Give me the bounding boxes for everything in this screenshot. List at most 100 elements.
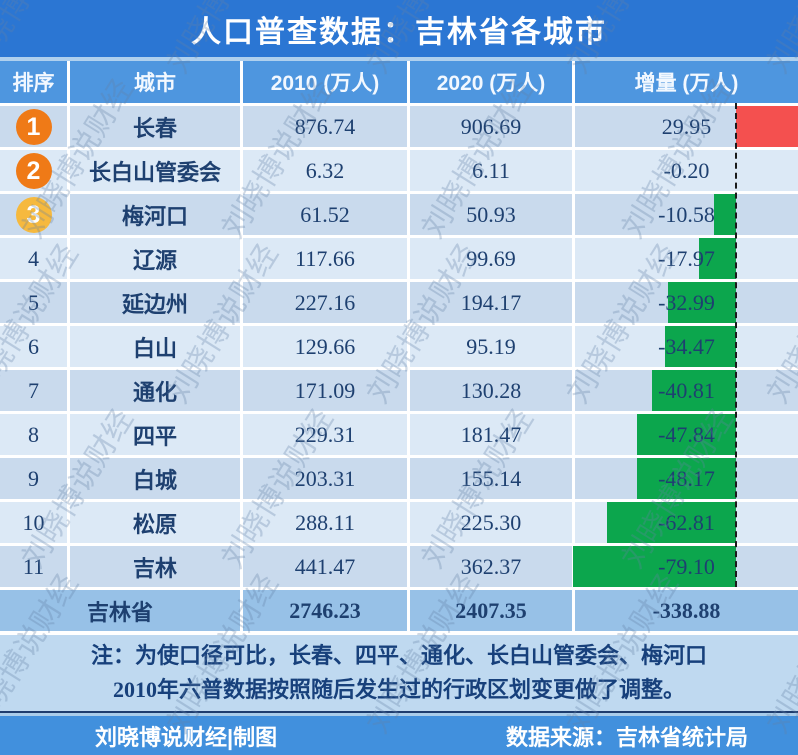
title-separator [0,57,798,61]
delta-cell: -32.99 [575,282,798,323]
rank-cell: 3 [0,194,70,235]
delta-bar [573,546,736,587]
delta-value: -10.58 [658,201,715,227]
rank-cell: 1 [0,106,70,147]
delta-cell: -47.84 [575,414,798,455]
rank-cell: 8 [0,414,70,455]
city-cell: 通化 [70,370,243,411]
city-cell: 四平 [70,414,243,455]
delta-value: -34.47 [658,333,715,359]
rank-badge: 3 [15,196,52,233]
value-2020-cell: 194.17 [410,282,575,323]
delta-cell: -40.81 [575,370,798,411]
rank-cell: 7 [0,370,70,411]
city-cell: 辽源 [70,238,243,279]
table-row: 4 辽源 117.66 99.69 -17.97 [0,238,798,279]
value-2020-cell: 225.30 [410,502,575,543]
footer-source: 数据来源：吉林省统计局 [505,724,748,750]
rank-badge: 2 [15,152,52,189]
delta-bar [736,106,798,147]
rank-text: 6 [28,333,39,359]
delta-value: -17.97 [658,245,715,271]
value-2010-cell: 288.11 [243,502,410,543]
zero-axis-line [735,103,737,587]
table-body: 1 长春 876.74 906.69 29.95 2 长白山管委会 6.32 6.11 -0.20… [0,106,798,587]
value-2020-cell: 99.69 [410,238,575,279]
city-cell: 梅河口 [70,194,243,235]
city-cell: 白山 [70,326,243,367]
total-2010-cell: 2746.23 [243,590,410,631]
rank-text: 8 [28,421,39,447]
value-2010-cell: 117.66 [243,238,410,279]
delta-value: -47.84 [658,421,715,447]
value-2020-cell: 6.11 [410,150,575,191]
delta-value: -32.99 [658,289,715,315]
rank-text: 9 [28,465,39,491]
delta-cell: 29.95 [575,106,798,147]
delta-value: -79.10 [658,553,715,579]
city-cell: 松原 [70,502,243,543]
column-header-delta: 增量 (万人) [634,72,739,95]
delta-bar [652,370,736,411]
delta-value: -0.20 [663,157,710,183]
delta-value: -40.81 [658,377,715,403]
total-label-cell: 吉林省 [0,590,243,631]
value-2010-cell: 441.47 [243,546,410,587]
delta-cell: -79.10 [573,546,798,587]
table-header-row: 排序 城市 2010 (万人) 2020 (万人) 增量 (万人) [0,61,798,103]
value-2010-cell: 171.09 [243,370,410,411]
delta-bar [637,458,736,499]
value-2010-cell: 876.74 [243,106,410,147]
table-row: 8 四平 229.31 181.47 -47.84 [0,414,798,455]
delta-cell: -48.17 [575,458,798,499]
delta-cell: -10.58 [575,194,798,235]
rank-cell: 5 [0,282,70,323]
delta-bar [699,238,736,279]
delta-cell: -17.97 [575,238,798,279]
rank-cell: 11 [0,546,70,587]
column-header-rank: 排序 [0,61,70,103]
city-cell: 长春 [70,106,243,147]
delta-cell: -0.20 [575,150,798,191]
delta-bar [637,414,736,455]
total-2020-cell: 2407.35 [410,590,575,631]
table-row: 6 白山 129.66 95.19 -34.47 [0,326,798,367]
footer-bar: 刘晓博说财经|制图 数据来源：吉林省统计局 [0,716,798,755]
rank-cell: 9 [0,458,70,499]
table-row: 2 长白山管委会 6.32 6.11 -0.20 [0,150,798,191]
title-bar: 人口普查数据：吉林省各城市 [0,0,798,57]
rank-text: 7 [28,377,39,403]
total-delta-cell: -338.88 [652,597,721,623]
rank-text: 4 [28,245,39,271]
table-row: 11 吉林 441.47 362.37 -79.10 [0,546,798,587]
table-total-row: 吉林省 2746.23 2407.35 -338.88 [0,590,798,631]
footer-credit: 刘晓博说财经|制图 [95,724,278,750]
delta-cell: -62.81 [575,502,798,543]
footer-dark-line [0,711,798,713]
delta-cell: -34.47 [575,326,798,367]
delta-bar [607,502,736,543]
delta-value: -62.81 [658,509,715,535]
table-row: 1 长春 876.74 906.69 29.95 [0,106,798,147]
value-2020-cell: 362.37 [410,546,575,587]
value-2010-cell: 61.52 [243,194,410,235]
footnote-line-2: 2010年六普数据按照随后发生过的行政区划变更做了调整。 [112,677,685,702]
value-2020-cell: 155.14 [410,458,575,499]
rank-text: 11 [22,553,45,579]
value-2020-cell: 181.47 [410,414,575,455]
delta-value: -48.17 [658,465,715,491]
table-row: 5 延边州 227.16 194.17 -32.99 [0,282,798,323]
value-2020-cell: 50.93 [410,194,575,235]
rank-cell: 6 [0,326,70,367]
delta-bar [665,326,736,367]
column-header-city: 城市 [70,61,243,103]
rank-text: 5 [28,289,39,315]
table-row: 3 梅河口 61.52 50.93 -10.58 [0,194,798,235]
rank-cell: 4 [0,238,70,279]
rank-text: 10 [22,509,45,535]
column-header-2020: 2020 (万人) [410,61,575,103]
footnote: 注：为使口径可比，长春、四平、通化、长白山管委会、梅河口 2010年六普数据按照… [0,635,798,711]
rank-badge: 1 [15,108,52,145]
footnote-line-1: 注：为使口径可比，长春、四平、通化、长白山管委会、梅河口 [90,643,707,668]
city-cell: 长白山管委会 [70,150,243,191]
